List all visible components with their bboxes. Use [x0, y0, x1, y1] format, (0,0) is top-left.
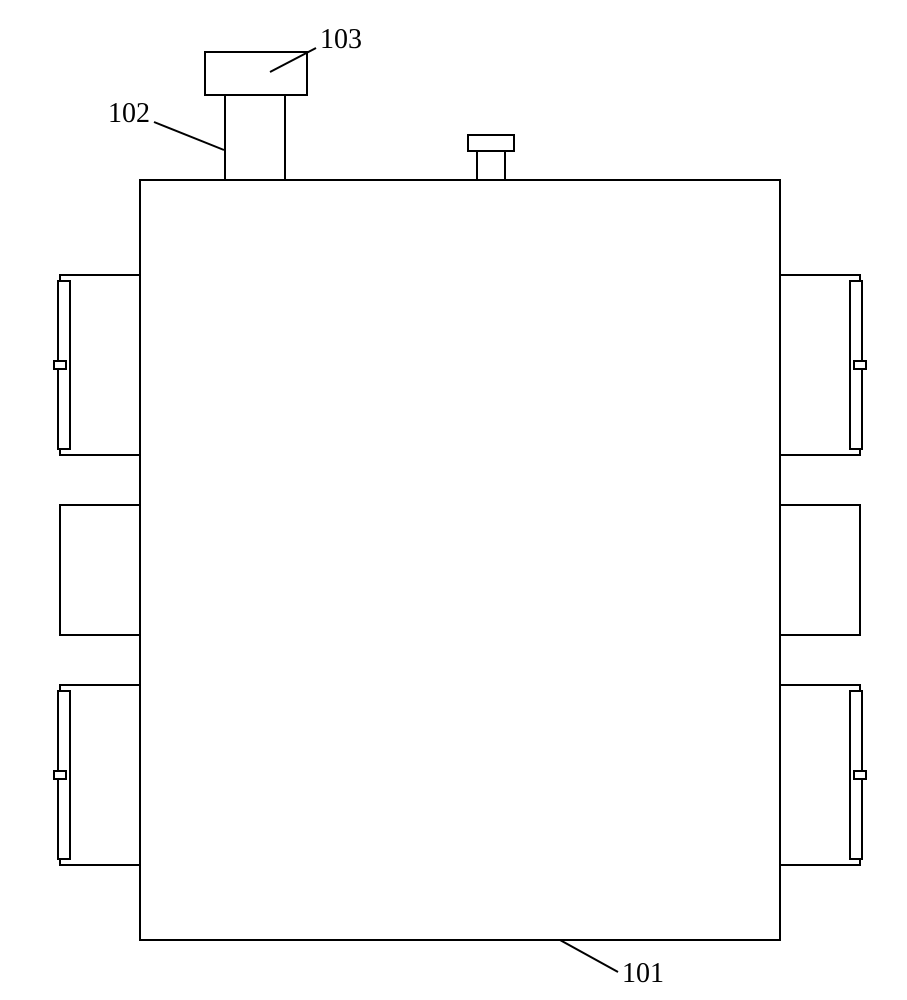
label-101: 101 — [622, 958, 664, 990]
label-103: 103 — [320, 24, 362, 56]
label-102: 102 — [108, 98, 150, 130]
technical-diagram — [0, 0, 907, 1000]
